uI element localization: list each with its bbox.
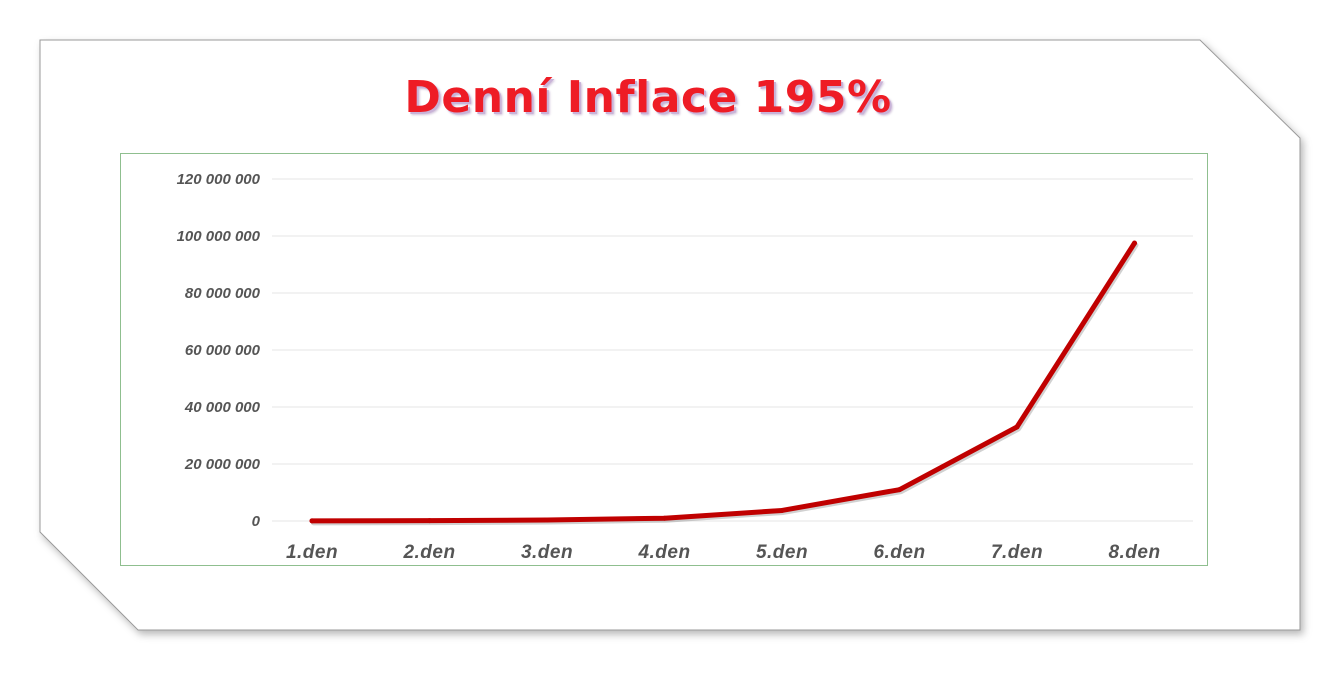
chart-area	[120, 153, 1208, 566]
chart-title: Denní Inflace 195%	[404, 72, 892, 123]
